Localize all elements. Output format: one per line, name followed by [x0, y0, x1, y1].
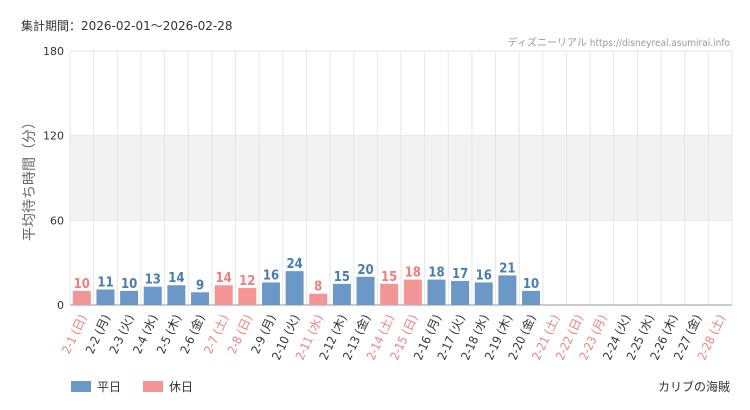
legend-holiday-label: 休日: [169, 380, 194, 394]
data-label: 9: [196, 278, 204, 293]
bar: [332, 283, 351, 305]
legend-weekday-label: 平日: [97, 380, 122, 394]
bar: [72, 290, 91, 305]
bar: [380, 283, 399, 305]
bar: [522, 290, 541, 305]
bar: [498, 275, 517, 305]
bar-layer: 102-1 (日)112-2 (月)102-3 (火)132-4 (水)142-…: [59, 257, 728, 362]
data-label: 10: [121, 277, 137, 292]
y-tick-label: 60: [50, 214, 64, 227]
bar: [143, 286, 162, 305]
data-label: 18: [405, 266, 421, 281]
bar: [120, 290, 139, 305]
bar: [261, 282, 280, 305]
site-credit[interactable]: ディズニーリアル https://disneyreal.asumirai.inf…: [507, 38, 730, 49]
data-label: 14: [216, 271, 232, 286]
legend-weekday-swatch: [71, 381, 91, 392]
data-label: 17: [452, 267, 468, 282]
bar: [309, 293, 328, 305]
bar: [238, 288, 257, 305]
data-label: 24: [286, 257, 302, 272]
bar: [167, 285, 186, 305]
y-tick-label: 180: [43, 45, 64, 58]
data-label: 15: [381, 270, 397, 285]
data-label: 8: [314, 280, 322, 295]
bar: [285, 271, 304, 305]
y-axis-label-layer: 平均待ち時間（分）: [22, 115, 38, 241]
bar: [191, 292, 210, 305]
bar: [427, 279, 446, 305]
data-label: 10: [74, 277, 90, 292]
data-label: 16: [263, 268, 279, 283]
bar: [96, 289, 115, 305]
data-label: 20: [357, 263, 373, 278]
data-label: 10: [523, 277, 539, 292]
attraction-name: カリブの海賊: [657, 380, 730, 394]
data-label: 12: [239, 274, 255, 289]
bar: [214, 285, 233, 305]
data-label: 21: [499, 261, 515, 276]
data-label: 13: [145, 273, 161, 288]
bar: [356, 276, 375, 305]
data-label: 11: [97, 275, 113, 290]
y-axis-label: 平均待ち時間（分）: [22, 115, 38, 241]
y-tick-label: 0: [57, 299, 64, 312]
data-label: 18: [428, 266, 444, 281]
bar: [451, 281, 470, 305]
legend: 平日 休日: [71, 378, 215, 395]
bar: [474, 282, 493, 305]
legend-holiday-swatch: [143, 381, 164, 392]
legend-weekday[interactable]: 平日: [71, 378, 121, 395]
legend-holiday[interactable]: 休日: [143, 378, 193, 395]
grid-layer: 0 60 120 180: [43, 45, 733, 312]
bar: [403, 279, 422, 305]
y-tick-label: 120: [43, 130, 64, 143]
data-label: 15: [334, 270, 350, 285]
data-label: 14: [168, 271, 184, 286]
period-label: 集計期間：2026-02-01～2026-02-28: [21, 19, 233, 33]
data-label: 16: [476, 268, 492, 283]
